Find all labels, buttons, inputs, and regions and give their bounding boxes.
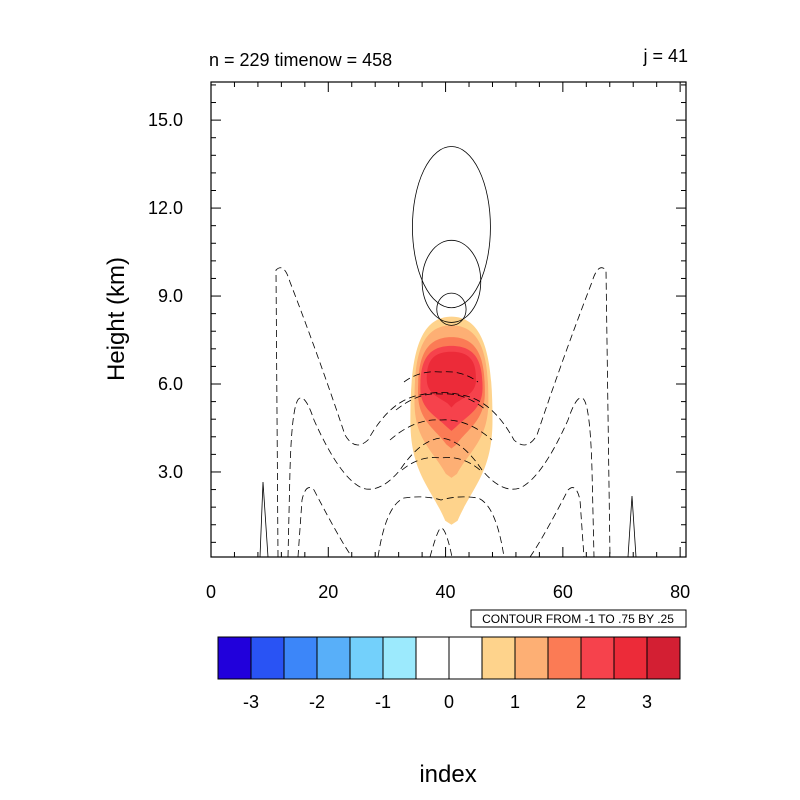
colorbar-swatch <box>646 636 681 680</box>
colorbar-label: -2 <box>309 692 325 712</box>
dashed-contour-line <box>389 419 493 441</box>
solid-contour-line <box>421 239 482 323</box>
dashed-contour-line <box>401 457 481 471</box>
dashed-contour-line <box>377 496 505 557</box>
colorbar-swatch <box>217 636 252 680</box>
plot-frame <box>210 81 687 558</box>
colorbar-swatch <box>349 636 384 680</box>
dashed-contour-line <box>429 527 453 557</box>
chart-title-left: n = 229 timenow = 458 <box>209 50 392 70</box>
x-tick-label: 20 <box>318 582 338 602</box>
solid-contour-line <box>412 146 491 309</box>
dashed-contour-line <box>529 487 585 557</box>
dashed-contour-line <box>297 487 353 557</box>
colorbar-label: -1 <box>375 692 391 712</box>
colorbar-title: index <box>419 761 476 788</box>
colorbar-swatch <box>547 636 582 680</box>
dashed-contour-line <box>275 267 611 557</box>
axes: 0 20 40 60 80 3.0 6.0 9.0 12.0 15.0 <box>148 82 690 602</box>
y-tick-label: 3.0 <box>158 462 183 482</box>
colorbar-swatch <box>316 636 351 680</box>
dashed-contour-line <box>403 371 479 383</box>
colorbar-label: 2 <box>576 692 586 712</box>
colorbar-label: 3 <box>642 692 652 712</box>
colorbar-swatch <box>613 636 648 680</box>
colorbar-swatch <box>448 636 483 680</box>
colorbar-label: 0 <box>444 692 454 712</box>
colorbar-swatch <box>382 636 417 680</box>
colorbar-swatch <box>481 636 516 680</box>
x-tick-label: 40 <box>436 582 456 602</box>
y-tick-label: 6.0 <box>158 374 183 394</box>
solid-contour-line <box>259 481 269 557</box>
x-tick-label: 80 <box>670 582 690 602</box>
y-axis-label: Height (km) <box>103 257 130 381</box>
y-tick-label: 9.0 <box>158 286 183 306</box>
colorbar-swatch <box>580 636 615 680</box>
x-tick-label: 60 <box>553 582 573 602</box>
colorbar-swatch <box>514 636 549 680</box>
y-tick-label: 12.0 <box>148 198 183 218</box>
colorbar-label: -3 <box>243 692 259 712</box>
solid-contour-line <box>627 495 637 557</box>
colorbar: -3 -2 -1 0 1 2 3 <box>217 636 681 712</box>
y-tick-label: 15.0 <box>148 110 183 130</box>
colorbar-label: 1 <box>510 692 520 712</box>
contour-info-box <box>470 609 687 628</box>
colorbar-swatch <box>415 636 450 680</box>
line-contour-layer <box>259 146 637 557</box>
filled-contour-layer <box>410 316 493 525</box>
solid-contour-line <box>436 292 467 326</box>
colorbar-swatch <box>283 636 318 680</box>
contour-info-text: CONTOUR FROM -1 TO .75 BY .25 <box>482 612 674 626</box>
dashed-contour-line <box>395 393 487 411</box>
colorbar-swatch <box>250 636 285 680</box>
chart-title-right: j = 41 <box>642 46 688 66</box>
x-tick-label: 0 <box>206 582 216 602</box>
